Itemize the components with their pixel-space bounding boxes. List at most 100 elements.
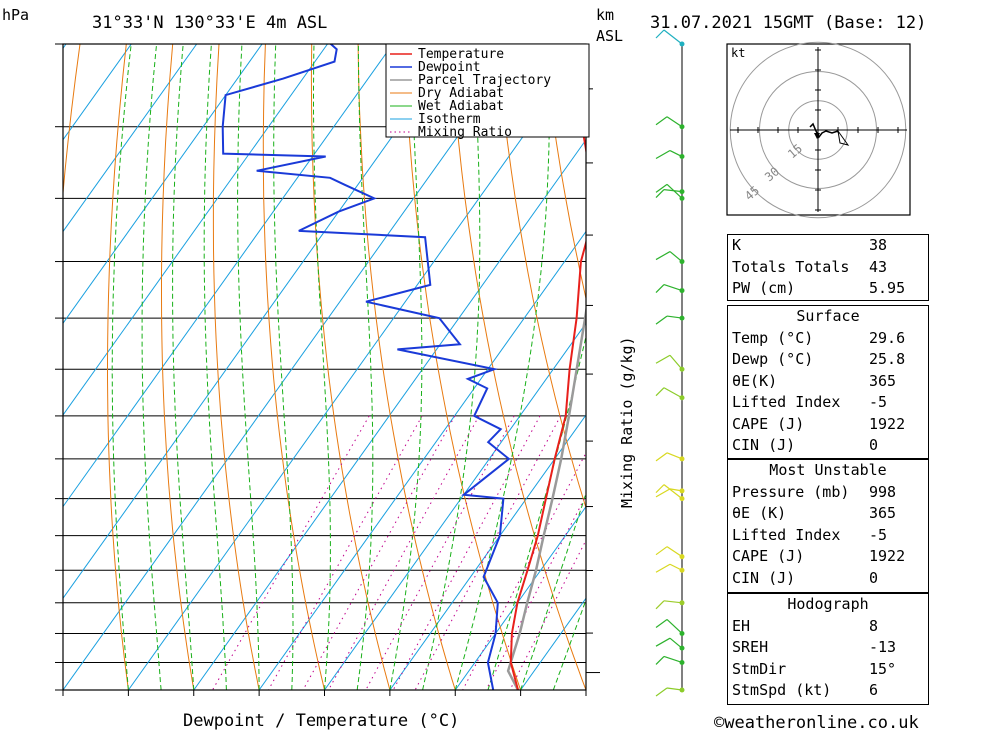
mu-title: Most Unstable <box>769 461 887 479</box>
wind-level-dot <box>679 195 685 201</box>
surface-cape-label: CAPE (J) <box>732 414 805 433</box>
indices-panel: K 38 Totals Totals 43 PW (cm) 5.95 <box>727 234 929 301</box>
wind-barb-flag <box>655 251 671 261</box>
wind-barb-flag <box>655 563 671 573</box>
wind-barb-flag <box>655 189 665 199</box>
wind-level-dot <box>679 259 685 265</box>
wind-barb-shaft <box>669 251 683 263</box>
isotherm-line <box>63 44 328 416</box>
wind-level-dot <box>679 600 685 606</box>
isotherm-line <box>63 44 459 600</box>
wind-level-dot <box>679 645 685 651</box>
storm-motion-marker <box>814 133 820 139</box>
mu-li-label: Lifted Index <box>732 525 841 544</box>
surface-panel: Surface Temp (°C) 29.6 Dewp (°C) 25.8 θE(K… <box>727 305 929 459</box>
mixing-ratio-line <box>365 415 515 690</box>
wind-level-dot <box>679 366 685 372</box>
wind-barb-flag <box>655 656 665 665</box>
stmdir-label: StmDir <box>732 659 787 678</box>
hodograph: kt 15 30 45 <box>726 41 911 219</box>
wind-level-dot <box>679 567 685 573</box>
wet-adiabat-line <box>141 44 162 690</box>
wind-level-dot <box>679 41 685 47</box>
wet-adiabat-line <box>389 44 423 690</box>
hodograph-stats-panel: Hodograph EH 8 SREH -13 StmDir 15° StmSpd (… <box>727 593 929 705</box>
mixing-ratio-line <box>267 415 423 690</box>
mu-cin-value: 0 <box>869 568 879 587</box>
isotherm-line <box>324 322 586 690</box>
hodograph-trace <box>809 122 839 139</box>
wet-adiabat-line <box>203 44 227 690</box>
temperature-line <box>509 134 586 690</box>
legend-isotherm: Isotherm <box>418 112 481 127</box>
most-unstable-panel: Most Unstable Pressure (mb) 998 θE (K) 365… <box>727 459 929 593</box>
wind-level-dot <box>679 189 685 195</box>
wind-level-dot <box>679 659 685 665</box>
legend-wet-adiabat: Wet Adiabat <box>418 99 504 114</box>
mu-theta-label: θE (K) <box>732 504 787 522</box>
wind-barb-shaft <box>666 116 683 128</box>
isotherm-line <box>127 47 586 690</box>
wet-adiabat-line <box>356 44 374 690</box>
dewpoint-line <box>221 44 511 690</box>
isotherm-line <box>63 44 525 690</box>
wind-barb-flag <box>655 452 668 462</box>
wind-barb-flag <box>655 315 668 325</box>
surface-cin-label: CIN (J) <box>732 436 796 454</box>
dry-adiabat-line <box>212 44 260 690</box>
dry-adiabat-line <box>107 44 129 690</box>
isotherm-line <box>63 44 394 508</box>
plot-lines <box>0 44 1000 690</box>
wind-barb-flag <box>655 637 671 647</box>
wind-level-dot <box>679 496 685 502</box>
wind-barb-flag <box>655 484 665 494</box>
isotherm-line <box>63 44 198 233</box>
wet-adiabat-line <box>273 44 294 690</box>
watermark: ©weatheronline.co.uk <box>714 713 919 733</box>
eh-label: EH <box>732 616 751 635</box>
mu-theta-value: 365 <box>869 504 897 522</box>
mu-pressure-value: 998 <box>869 482 897 501</box>
wind-barb-shaft <box>666 452 683 460</box>
location-title: 31°33'N 130°33'E 4m ASL <box>92 13 327 33</box>
wind-barb-shaft <box>666 619 683 634</box>
isotherm-line <box>258 230 586 690</box>
surface-temp-label: Temp (°C) <box>732 328 814 347</box>
legend: Temperature Dewpoint Parcel Trajectory D… <box>385 43 590 140</box>
asl-label: ASL <box>596 27 623 45</box>
wet-adiabat-line <box>172 44 195 690</box>
isotherm-line <box>0 44 1 690</box>
mixing-ratio-line <box>302 415 456 690</box>
storm-motion-arrow <box>837 130 850 146</box>
k-value: 38 <box>869 236 888 254</box>
wind-level-dot <box>679 288 685 294</box>
wind-barb-shaft <box>666 546 683 558</box>
isotherm-line <box>193 138 586 690</box>
wet-adiabat-line <box>313 44 331 690</box>
dry-adiabat-line <box>961 44 1000 690</box>
wet-adiabat-line <box>237 44 260 690</box>
wind-barb-shaft <box>663 387 683 399</box>
legend-dewpoint: Dewpoint <box>418 60 481 75</box>
isotherm-line <box>389 414 586 690</box>
mu-cape-value: 1922 <box>869 547 906 565</box>
wind-barb-shaft <box>663 600 683 604</box>
km-label: km <box>596 6 614 24</box>
datetime-title: 31.07.2021 15GMT (Base: 12) <box>650 13 926 33</box>
parcel-trajectory-line <box>506 304 586 690</box>
wind-level-dot <box>679 687 685 693</box>
x-axis-label: Dewpoint / Temperature (°C) <box>183 711 459 731</box>
wind-barb-flag <box>655 618 668 628</box>
surface-cin-value: 0 <box>869 436 879 454</box>
wind-barb-flag <box>655 687 668 697</box>
dry-adiabat-line <box>496 44 586 510</box>
y-axis-right-label: Mixing Ratio (g/kg) <box>618 336 636 508</box>
wind-barb-flag <box>655 387 665 397</box>
surface-temp-value: 29.6 <box>869 328 906 347</box>
mu-li-value: -5 <box>869 525 888 544</box>
dry-adiabat-line <box>161 44 195 690</box>
surface-theta-label: θE(K) <box>732 371 778 390</box>
wind-barb-flag <box>655 600 665 610</box>
sreh-value: -13 <box>869 638 897 656</box>
